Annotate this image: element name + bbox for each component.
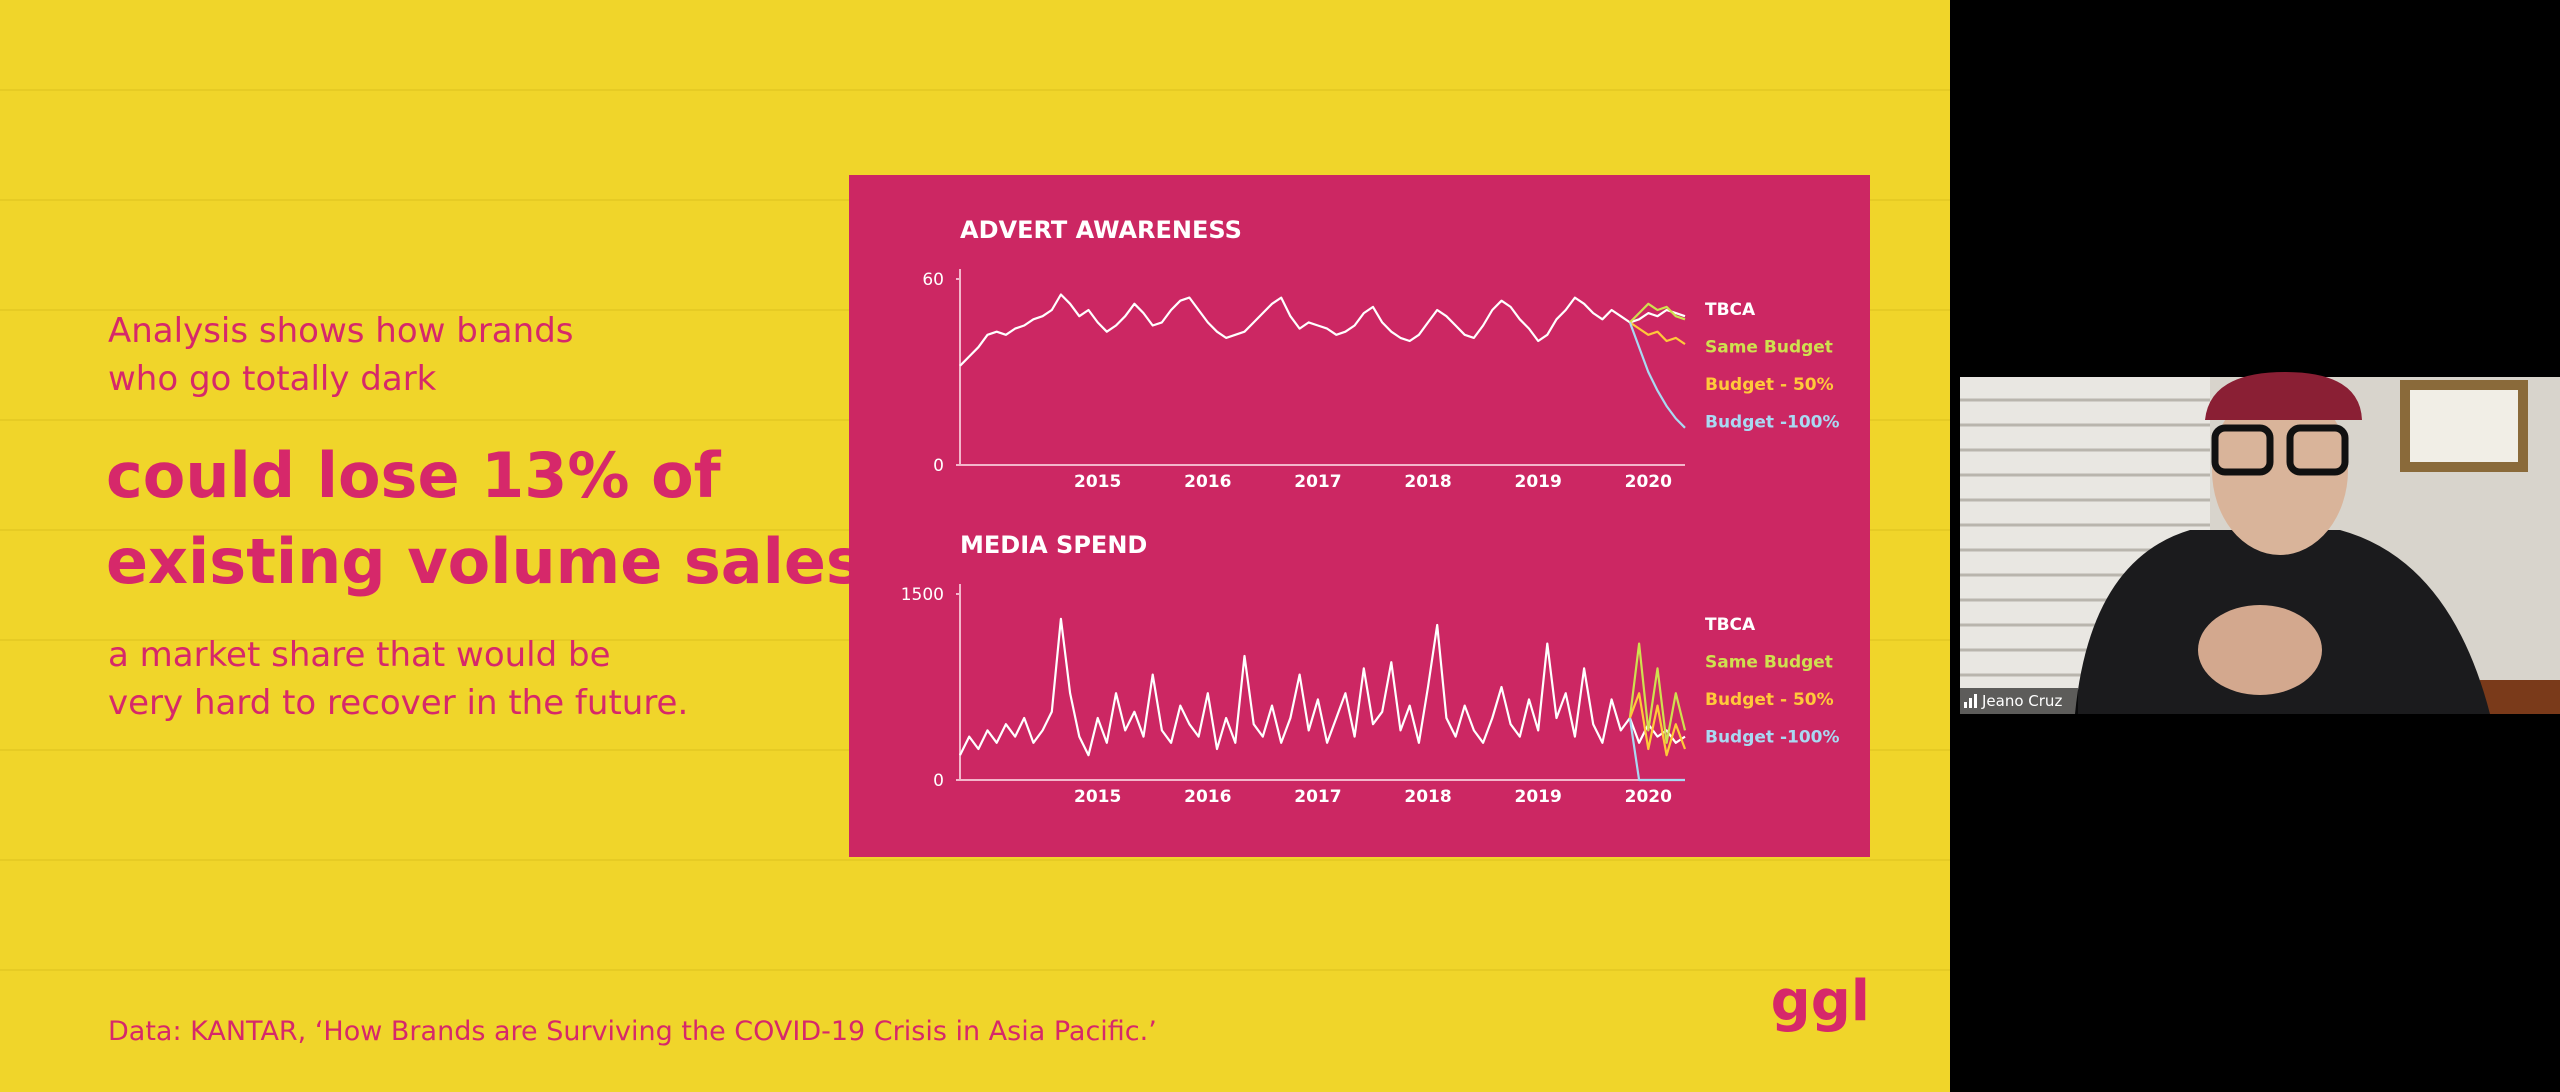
legend-label: Same Budget <box>1705 653 1833 673</box>
x-tick-label: 2015 <box>1074 787 1121 807</box>
glasses <box>2286 424 2349 476</box>
signal-icon <box>1964 694 1977 708</box>
person-cap <box>2205 372 2362 420</box>
series-line <box>959 617 1686 757</box>
chart-title: MEDIA SPEND <box>960 531 1147 559</box>
series-line <box>1628 642 1687 744</box>
series-line <box>1628 692 1687 757</box>
x-tick-label: 2016 <box>1184 472 1231 492</box>
shelf <box>2480 680 2560 714</box>
intro-text: who go totally dark <box>108 359 437 399</box>
legend-label: TBCA <box>1705 300 1756 320</box>
x-tick-label: 2020 <box>1625 787 1672 807</box>
source-note: Data: KANTAR, ‘How Brands are Surviving … <box>108 1016 1157 1047</box>
x-tick-label: 2020 <box>1625 472 1672 492</box>
x-tick-label: 2015 <box>1074 472 1121 492</box>
x-tick-label: 2016 <box>1184 787 1231 807</box>
legend-label: Budget - 50% <box>1705 690 1834 710</box>
y-tick-label: 60 <box>922 270 944 290</box>
headline: could lose 13% of <box>106 439 722 512</box>
participant-name: Jeano Cruz <box>1981 692 2062 710</box>
x-tick-label: 2017 <box>1294 787 1341 807</box>
name-badge <box>1960 688 2078 714</box>
legend-label: Budget - 50% <box>1705 375 1834 395</box>
series-line <box>959 293 1686 367</box>
y-tick-label: 0 <box>933 456 944 476</box>
series-line <box>1628 322 1686 429</box>
person-hands <box>2198 605 2322 695</box>
outro-text: a market share that would be <box>108 635 611 675</box>
legend-label: Budget -100% <box>1705 728 1840 748</box>
series-line <box>1629 302 1686 324</box>
x-tick-label: 2018 <box>1404 787 1451 807</box>
legend-label: TBCA <box>1705 615 1756 635</box>
outro-text: very hard to recover in the future. <box>108 683 688 723</box>
x-tick-label: 2019 <box>1515 472 1562 492</box>
logo: ggl <box>1771 969 1870 1034</box>
glasses <box>2211 424 2274 476</box>
charts: ADVERT AWARENESS 0 60 2015 2016 2017 2018 2019 2… <box>901 216 1840 807</box>
legend-label: Same Budget <box>1705 338 1833 358</box>
x-tick-label: 2017 <box>1294 472 1341 492</box>
headline: existing volume sales, <box>106 525 886 598</box>
y-tick-label: 1500 <box>901 585 944 605</box>
video-tile: Jeano Cruz <box>1960 372 2560 714</box>
series-line <box>1629 321 1686 346</box>
x-tick-label: 2019 <box>1515 787 1562 807</box>
legend-label: Budget -100% <box>1705 413 1840 433</box>
chart-title: ADVERT AWARENESS <box>960 216 1242 244</box>
x-tick-label: 2018 <box>1404 472 1451 492</box>
intro-text: Analysis shows how brands <box>108 311 574 351</box>
chart-panel <box>849 175 1870 857</box>
certificate <box>2410 390 2518 462</box>
series-line <box>1628 717 1685 782</box>
y-tick-label: 0 <box>933 771 944 791</box>
